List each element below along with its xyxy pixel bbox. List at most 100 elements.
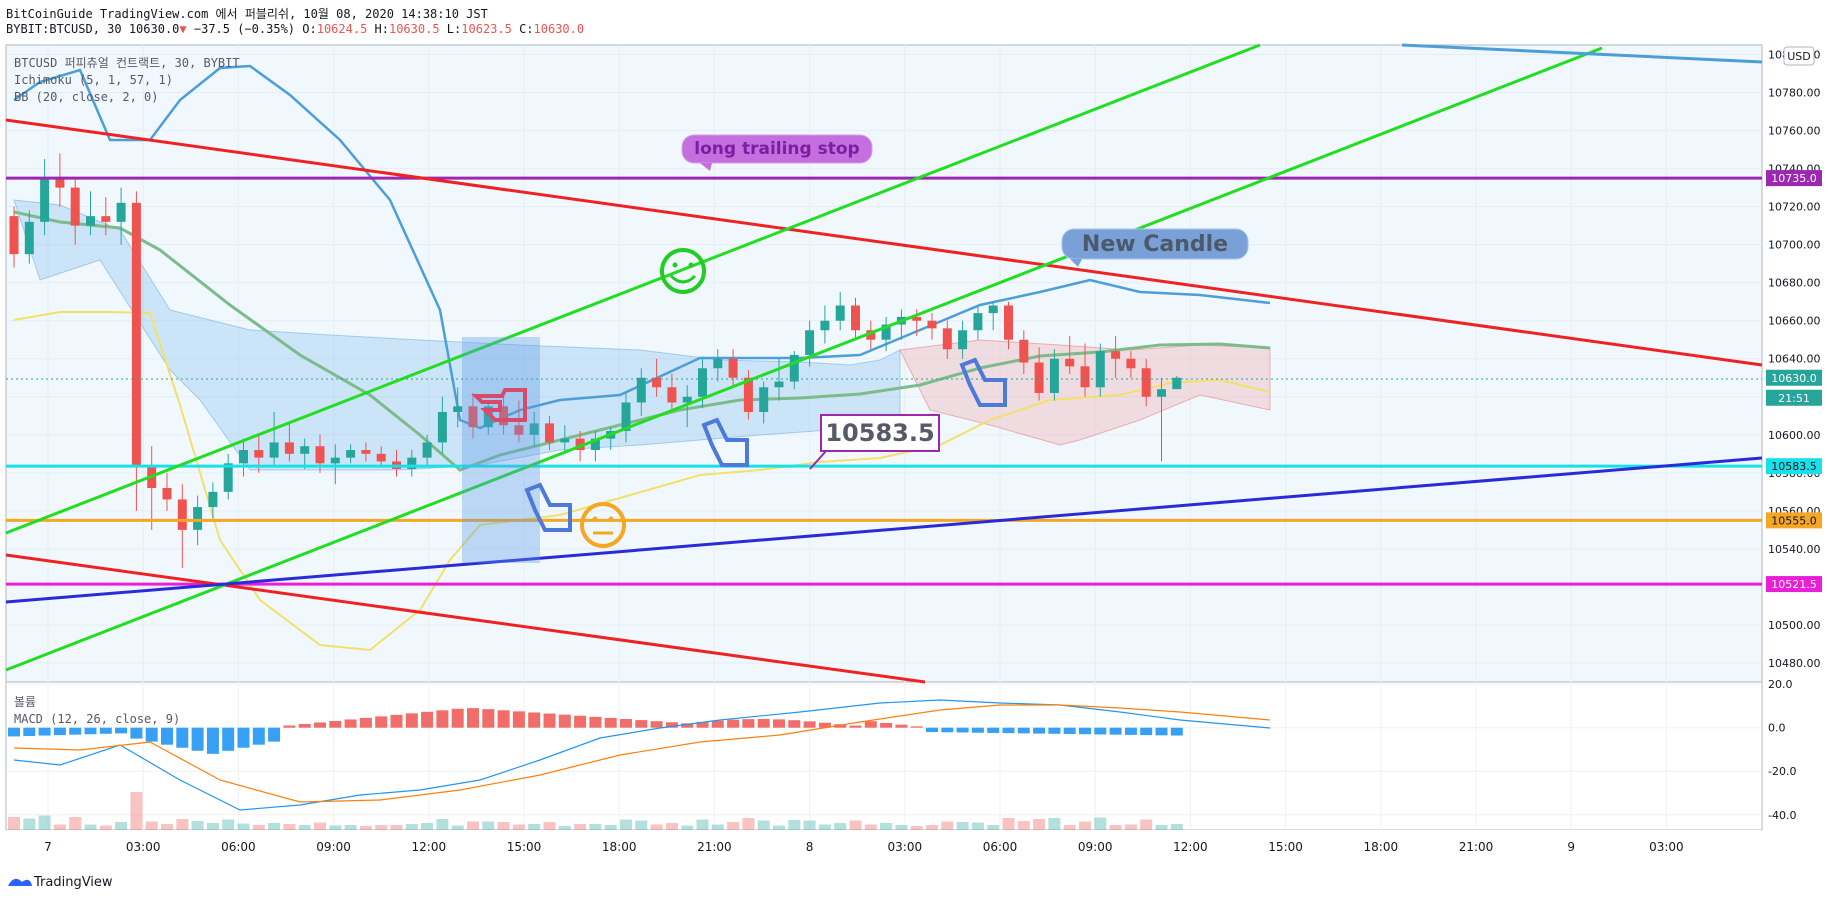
price-change: −37.5 (−0.35%) xyxy=(193,22,296,36)
time-tick-label: 09:00 xyxy=(316,840,351,854)
tradingview-logo[interactable]: TradingView xyxy=(8,875,113,890)
macd-tick-label: -20.0 xyxy=(1768,765,1796,778)
open-value: 10624.5 xyxy=(316,22,368,36)
highlight-box xyxy=(462,337,540,563)
candle-body xyxy=(1141,368,1151,397)
time-tick-label: 15:00 xyxy=(507,840,542,854)
volume-bar xyxy=(1002,818,1015,830)
candle-body xyxy=(1157,389,1166,397)
price-tick-label: 10700.00 xyxy=(1768,239,1821,252)
bb-basis-line xyxy=(13,210,1271,472)
low-label: L: xyxy=(446,22,462,36)
cloud-icon xyxy=(8,878,32,886)
legend: BTCUSD 퍼피츄얼 컨트랙트, 30, BYBIT Ichimoku (5,… xyxy=(14,56,240,726)
candle-body xyxy=(514,425,524,435)
macd-hist-bar xyxy=(803,721,816,728)
macd-hist-bar xyxy=(237,727,250,748)
time-tick-label: 06:00 xyxy=(983,840,1018,854)
macd-hist-bar xyxy=(1079,727,1091,735)
macd-hist-bar xyxy=(1094,727,1107,735)
time-tick-label: 8 xyxy=(806,840,814,854)
candle-body xyxy=(330,457,340,464)
volume-bar xyxy=(1079,821,1091,830)
volume-bar xyxy=(268,823,281,830)
volume-bar xyxy=(727,822,740,830)
macd-hist-bar xyxy=(1170,727,1183,736)
macd-hist-bar xyxy=(757,719,770,728)
price-tag xyxy=(1766,369,1822,386)
macd-hist-bar xyxy=(864,721,877,728)
macd-hist-bar xyxy=(161,727,173,745)
volume-bar xyxy=(206,823,219,830)
volume-bar xyxy=(604,825,617,830)
new-candle-callout[interactable]: New Candle xyxy=(1061,228,1249,267)
macd-hist-bar xyxy=(268,727,281,742)
currency-badge[interactable]: USD xyxy=(1783,46,1815,66)
time-tick-label: 9 xyxy=(1567,840,1575,854)
candle-body xyxy=(942,328,952,350)
macd-hist-bar xyxy=(145,727,158,742)
candle-body xyxy=(483,406,493,428)
macd-hist-bar xyxy=(512,711,525,728)
price-tick-label: 10680.00 xyxy=(1768,277,1821,290)
macd-hist-bar xyxy=(727,719,740,728)
macd-hist-bar xyxy=(681,723,694,728)
time-tick-label: 7 xyxy=(44,840,52,854)
smiley-neutral-icon xyxy=(580,502,626,548)
volume-bar xyxy=(512,824,525,830)
candle-body xyxy=(24,221,34,255)
close-label: C: xyxy=(519,22,534,36)
macd-hist-bar xyxy=(574,715,587,728)
price-tag-label: 10735.0 xyxy=(1771,172,1817,185)
candle-body xyxy=(713,358,723,369)
candle-body xyxy=(1172,377,1182,390)
bb-upper-line xyxy=(13,64,1271,430)
price-callout[interactable]: 10583.5 xyxy=(809,414,940,470)
candle-body xyxy=(927,320,937,329)
time-axis[interactable] xyxy=(6,830,1762,860)
candle-body xyxy=(789,354,799,382)
price-tick-label: 10660.00 xyxy=(1768,315,1821,328)
time-tick-label: 18:00 xyxy=(1364,840,1399,854)
price-tag xyxy=(1766,512,1822,529)
signal-line xyxy=(13,704,1271,803)
candle-body xyxy=(575,438,585,451)
volume-bar xyxy=(283,824,296,830)
volume-bar xyxy=(298,825,311,830)
macd-hist-bar xyxy=(1017,727,1030,734)
price-tick-label: 10500.00 xyxy=(1768,619,1821,632)
volume-bar xyxy=(405,824,418,830)
volume-bar xyxy=(314,822,326,830)
time-tick-label: 03:00 xyxy=(126,840,161,854)
legend-ichimoku: Ichimoku (5, 1, 57, 1) xyxy=(14,73,173,87)
macd-hist-bar xyxy=(467,708,479,728)
candle-body xyxy=(1080,366,1090,388)
candle-body xyxy=(223,463,233,492)
volume-bar xyxy=(99,825,112,830)
price-tag-label: 10630.0 xyxy=(1771,372,1817,385)
candle-body xyxy=(468,406,478,428)
currency-text: USD xyxy=(1787,50,1811,63)
main-pane[interactable] xyxy=(5,44,1763,683)
candle-body xyxy=(759,387,769,412)
volume-bar xyxy=(222,819,235,830)
long-trailing-stop-callout[interactable]: long trailing stop xyxy=(681,134,873,171)
candle-body xyxy=(1004,305,1013,340)
macd-hist-bar xyxy=(405,713,418,728)
time-tick-label: 15:00 xyxy=(1268,840,1303,854)
macd-hist-bar xyxy=(849,725,862,728)
volume-bar xyxy=(742,818,755,830)
volume-bar xyxy=(467,821,479,830)
price-tag xyxy=(1766,170,1822,187)
price-tick-label: 10540.00 xyxy=(1768,543,1821,556)
macd-line xyxy=(13,699,1271,811)
candle-body xyxy=(805,330,815,355)
chart-header-line2: BYBIT:BTCUSD, 30 10630.0▼ −37.5 (−0.35%)… xyxy=(6,22,584,36)
volume-bar xyxy=(971,822,984,830)
trendline-green-upper xyxy=(5,43,1261,535)
legend-bb: BB (20, close, 2, 0) xyxy=(14,90,159,104)
volume-bar xyxy=(84,824,97,830)
hand-pointer-red-icon xyxy=(471,388,527,422)
macd-hist-bar xyxy=(589,716,602,728)
